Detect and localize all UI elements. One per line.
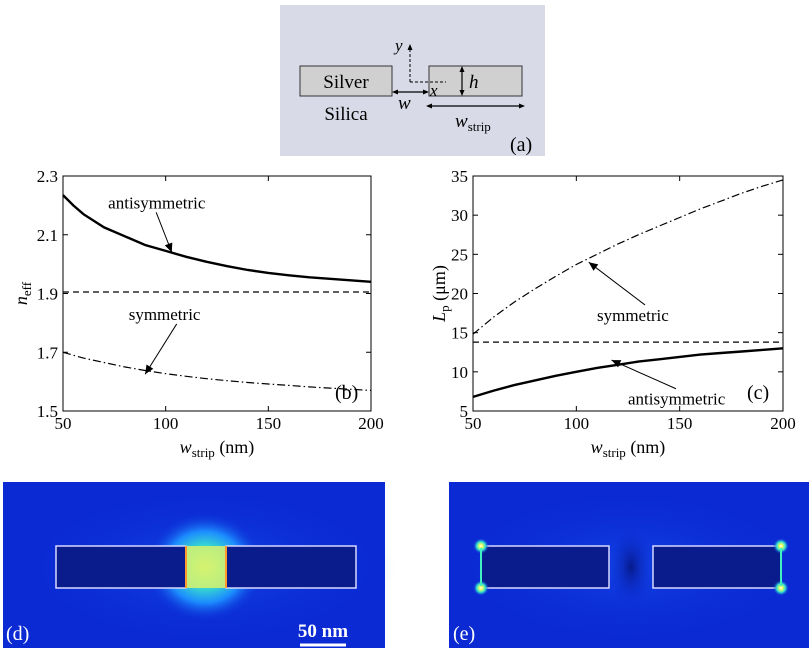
x-axis-label-sub: strip [603, 445, 626, 460]
gap-arrowhead-right [423, 89, 429, 95]
x-axis-label: wstrip (nm) [591, 437, 666, 460]
gap-arrowhead-left [392, 89, 398, 95]
chart-b: 50 100 150 200 1.5 1.7 1.9 2.1 2.3 antisymmetric s… [11, 167, 384, 460]
x-axis-label-main: w [591, 437, 603, 457]
field-map-e-hotspot [773, 580, 789, 596]
annotation-label: symmetric [129, 305, 201, 324]
height-label: h [469, 72, 479, 93]
field-map-d-gap-field [186, 546, 226, 588]
annotation-arrowhead [588, 262, 599, 271]
chart-c: 50 100 150 200 5 10 15 20 25 30 35 symmetric antisym… [429, 167, 796, 460]
y-tick-label: 2.3 [37, 167, 58, 186]
annotation-label: antisymmetric [108, 193, 206, 212]
x-axis-label-main: w [180, 437, 192, 457]
strip-width-label: wstrip [455, 111, 491, 134]
right-silver-strip [428, 65, 523, 97]
y-tick-label: 1.7 [37, 343, 59, 362]
series-line-antisymmetric [472, 347, 784, 399]
annotation-arrow [611, 359, 677, 390]
x-tick-label: 50 [465, 414, 482, 433]
strip-width-subscript: strip [468, 119, 491, 134]
field-map-d-left-strip [55, 545, 187, 589]
y-axis-label-main: n [11, 296, 31, 305]
y-tick-label: 1.9 [37, 285, 58, 304]
x-axis-label-unit: (nm) [626, 437, 666, 458]
x-tick-label: 200 [358, 414, 384, 433]
field-map-e-hotspot [773, 538, 789, 554]
strip-width-arrowhead-right [519, 103, 525, 109]
scale-bar-label: 50 nm [298, 621, 348, 642]
y-axis-label: Lp (μm) [429, 265, 452, 323]
annotation-arrowhead [164, 242, 173, 253]
y-axis-arrowhead [407, 44, 413, 50]
x-axis-label-unit: (nm) [215, 437, 255, 458]
y-tick-label: 20 [451, 285, 468, 304]
y-axis-label-sub: eff [19, 281, 34, 296]
y-tick-label: 30 [451, 206, 468, 225]
field-map-e-left-strip [480, 545, 610, 589]
x-axis-label: x [429, 81, 438, 100]
x-axis-label-sub: strip [192, 445, 215, 460]
left-silver-strip [299, 65, 393, 97]
field-map-d-right-strip [225, 545, 357, 589]
x-tick-label: 100 [153, 414, 179, 433]
y-axis-label: neff [11, 281, 34, 305]
x-axis-label: wstrip (nm) [180, 437, 255, 460]
field-map-e-right-strip [652, 545, 782, 589]
field-map-e: (e) [445, 482, 812, 648]
y-tick-label: 25 [451, 245, 468, 264]
series-line-antisymmetric [62, 194, 372, 283]
x-tick-label: 200 [770, 414, 796, 433]
annotation-arrow [144, 323, 178, 375]
silica-label: Silica [324, 104, 368, 125]
annotation-arrowhead [611, 360, 622, 368]
field-map-e-hotspot [473, 580, 489, 596]
annotation-arrowhead [145, 364, 154, 375]
annotation-label: symmetric [597, 306, 669, 325]
panel-e-label: (e) [453, 623, 475, 645]
series-line-symmetric [472, 179, 784, 335]
y-tick-label: 2.1 [37, 226, 58, 245]
y-tick-label: 10 [451, 363, 468, 382]
y-tick-label: 15 [451, 324, 468, 343]
x-tick-label: 150 [256, 414, 282, 433]
y-tick-label: 35 [451, 167, 468, 186]
field-map-e-center-dark [609, 527, 653, 607]
height-arrowhead-bottom [459, 90, 465, 96]
plot-frame [472, 175, 784, 412]
field-map-d: 50 nm (d) [3, 482, 395, 648]
panel-a-label: (a) [510, 134, 532, 156]
annotation-arrow [588, 261, 646, 306]
annotation-label: antisymmetric [628, 390, 726, 409]
y-axis-label-main: L [429, 312, 449, 323]
strip-width-arrowhead-left [426, 103, 432, 109]
y-tick-label: 1.5 [37, 402, 58, 421]
y-axis-label: y [393, 36, 403, 55]
y-tick-label: 5 [460, 402, 469, 421]
field-map-e-hotspot [473, 538, 489, 554]
x-tick-label: 150 [667, 414, 693, 433]
x-tick-label: 50 [55, 414, 72, 433]
panel-label: (b) [335, 382, 358, 404]
y-axis-label-unit: (μm) [429, 265, 450, 305]
x-tick-label: 100 [564, 414, 590, 433]
height-arrowhead-top [459, 66, 465, 72]
silver-label: Silver [323, 72, 369, 93]
gap-label: w [398, 93, 411, 114]
series-line-symmetric [62, 351, 372, 391]
panel-label: (c) [747, 382, 769, 404]
y-axis-label-sub: p [437, 305, 452, 312]
panel-d-label: (d) [6, 623, 29, 645]
schematic-panel: Silver Silica y x w h wstrip (a) [280, 5, 545, 156]
